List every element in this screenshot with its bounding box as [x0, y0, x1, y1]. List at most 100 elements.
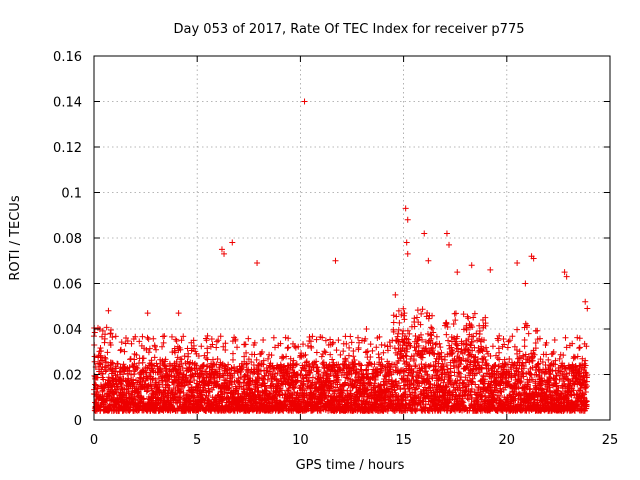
roti-background-point [106, 366, 113, 373]
roti-background-point [131, 371, 138, 378]
roti-background-point [134, 365, 141, 372]
roti-background-point [130, 380, 137, 387]
roti-background-point [519, 369, 526, 376]
roti-background-point [132, 396, 139, 403]
roti-background-point [120, 361, 127, 368]
roti-background-point [128, 340, 135, 347]
roti-background-point [348, 339, 355, 346]
roti-background-point [153, 346, 160, 353]
roti-background-point [91, 353, 98, 360]
roti-background-point [313, 349, 320, 356]
roti-background-point [163, 365, 170, 372]
roti-background-point [309, 333, 316, 340]
roti-background-point [280, 354, 287, 361]
roti-background-point [99, 357, 106, 364]
roti-background-point [135, 388, 142, 395]
roti-background-point [293, 360, 300, 367]
roti-background-point [152, 376, 159, 383]
roti-background-point [118, 339, 125, 346]
roti-background-point [171, 362, 178, 369]
roti-background-point [414, 307, 421, 314]
roti-background-point [172, 349, 179, 356]
roti-background-point [285, 344, 292, 351]
roti-background-point [114, 383, 121, 390]
roti-background-point [355, 334, 362, 341]
roti-background-point [153, 360, 160, 367]
roti-background-point [521, 336, 528, 343]
roti-background-point [260, 336, 267, 343]
roti-background-point [229, 350, 236, 357]
roti-background-point [514, 326, 521, 333]
roti-background-point [153, 379, 160, 386]
roti-background-point [105, 392, 112, 399]
roti-background-point [156, 383, 163, 390]
roti-background-point [322, 337, 329, 344]
roti-background-point [204, 356, 211, 363]
roti-background-point [101, 364, 108, 371]
roti-background-point [97, 344, 104, 351]
roti-background-point [94, 385, 101, 392]
roti-background-point [107, 327, 114, 334]
roti-background-point [173, 358, 180, 365]
roti-background-point [204, 332, 211, 339]
roti-background-point [121, 348, 128, 355]
roti-background-point [500, 335, 507, 342]
roti-background-point [393, 313, 400, 320]
roti-background-point [177, 346, 184, 353]
roti-background-point [118, 346, 125, 353]
roti-background-point [151, 354, 158, 361]
roti-background-point [158, 368, 165, 375]
roti-background-point [551, 336, 558, 343]
roti-background-point [131, 360, 138, 367]
roti-background-point [390, 319, 397, 326]
roti-background-point [149, 367, 156, 374]
roti-background-point [133, 352, 140, 359]
roti-background-point [525, 330, 532, 337]
roti-background-point [367, 341, 374, 348]
roti-background-point [128, 371, 135, 378]
roti-background-point [229, 356, 236, 363]
roti-background-point [139, 333, 146, 340]
roti-background-point [121, 386, 128, 393]
roti-background-point [103, 367, 110, 374]
roti-background-point [161, 333, 168, 340]
roti-background-point [114, 361, 121, 368]
roti-background-point [504, 344, 511, 351]
roti-background-point [242, 341, 249, 348]
roti-background-point [424, 372, 431, 379]
roti-background-point [434, 350, 441, 357]
roti-background-point [124, 337, 131, 344]
roti-background-point [213, 338, 220, 345]
roti-background-point [335, 337, 342, 344]
roti-background-point [401, 316, 408, 323]
roti-background-point [168, 333, 175, 340]
roti-background-point [496, 332, 503, 339]
roti-background-point [350, 353, 357, 360]
roti-background-point [489, 343, 496, 350]
roti-background-point [160, 339, 167, 346]
roti-background-point [178, 337, 185, 344]
roti-background-point [180, 333, 187, 340]
roti-background-point [104, 349, 111, 356]
roti-background-point [136, 338, 143, 345]
grid-lines [94, 56, 610, 420]
roti-background-point [179, 383, 186, 390]
roti-background-point [192, 360, 199, 367]
roti-background-point [108, 401, 115, 408]
roti-background-point [109, 334, 116, 341]
roti-background-point [418, 310, 425, 317]
roti-background-point [146, 345, 153, 352]
roti-background-point [140, 355, 147, 362]
roti-background-point [151, 343, 158, 350]
roti-background-point [367, 353, 374, 360]
roti-background-point [521, 343, 528, 350]
roti-background-point [91, 381, 98, 388]
roti-background-point [306, 334, 313, 341]
roti-background-point [112, 333, 119, 340]
roti-background-point [208, 335, 215, 342]
roti-background-point [108, 359, 115, 366]
roti-background-point [355, 344, 362, 351]
roti-background-point [496, 356, 503, 363]
roti-background-point [445, 337, 452, 344]
